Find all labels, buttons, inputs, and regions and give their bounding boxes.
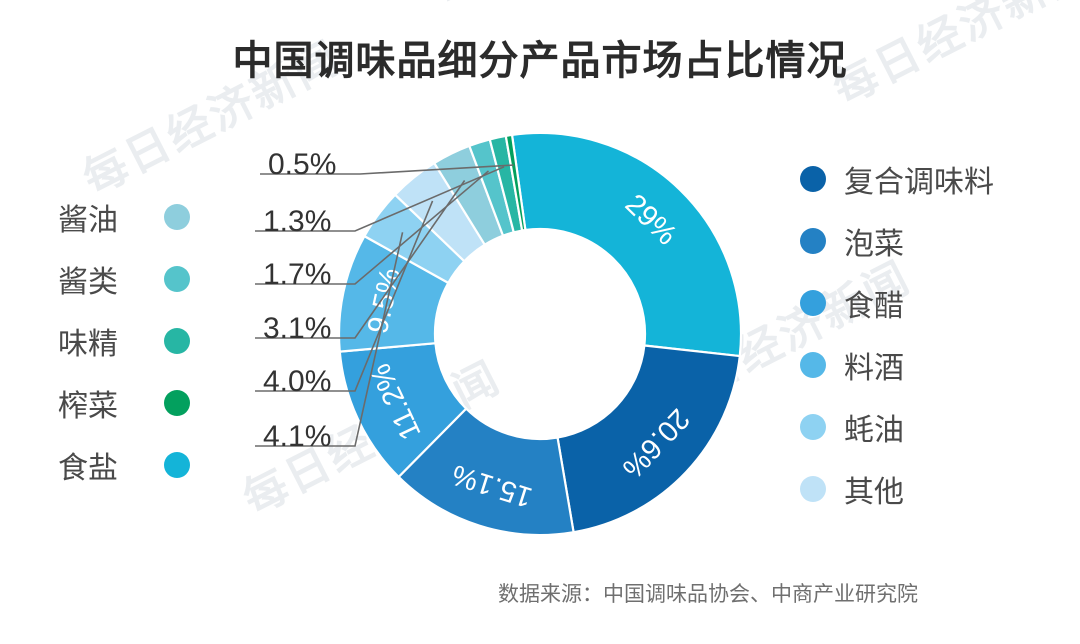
legend-right: 复合调味料 泡菜 食醋 料酒 蚝油 其他 [800, 148, 1070, 520]
donut-slice[interactable] [510, 131, 743, 358]
legend-left: 酱油 酱类 味精 榨菜 食盐 [58, 186, 228, 496]
legend-label: 酱类 [58, 266, 118, 299]
legend-label: 泡菜 [844, 228, 904, 261]
legend-label: 味精 [58, 328, 118, 361]
legend-item-right-0[interactable]: 复合调味料 [800, 148, 1070, 210]
donut-slices [337, 131, 743, 537]
legend-color-dot [800, 228, 826, 254]
callout-value-label: 0.5% [268, 148, 337, 181]
legend-label: 食醋 [844, 290, 904, 323]
legend-color-dot [800, 476, 826, 502]
legend-color-dot [164, 390, 190, 416]
callout-leader-line [255, 232, 404, 447]
legend-color-dot [164, 266, 190, 292]
donut-slice[interactable] [397, 407, 575, 537]
legend-item-left-2[interactable]: 味精 [58, 310, 228, 372]
legend-item-right-3[interactable]: 料酒 [800, 334, 1070, 396]
legend-item-left-4[interactable]: 食盐 [58, 434, 228, 496]
legend-item-left-1[interactable]: 酱类 [58, 248, 228, 310]
legend-label: 料酒 [844, 352, 904, 385]
callout-leader-line [260, 164, 514, 175]
legend-color-dot [164, 452, 190, 478]
source-attribution: 数据来源：中国调味品协会、中商产业研究院 [498, 583, 918, 606]
callout-value-label: 4.0% [263, 365, 332, 398]
legend-item-left-0[interactable]: 酱油 [58, 186, 228, 248]
legend-color-dot [800, 290, 826, 316]
legend-label: 榨菜 [58, 390, 118, 423]
legend-label: 酱油 [58, 204, 118, 237]
callout-leader-line [255, 170, 490, 285]
page-title: 中国调味品细分产品市场占比情况 [232, 39, 848, 83]
legend-color-dot [164, 328, 190, 354]
legend-item-right-1[interactable]: 泡菜 [800, 210, 1070, 272]
legend-item-right-5[interactable]: 其他 [800, 458, 1070, 520]
callout-value-label: 1.7% [263, 258, 332, 291]
legend-label: 复合调味料 [844, 166, 994, 199]
callout-leader-line [255, 166, 505, 232]
legend-color-dot [800, 166, 826, 192]
legend-label: 食盐 [58, 452, 118, 485]
legend-item-right-4[interactable]: 蚝油 [800, 396, 1070, 458]
callout-value-label: 1.3% [263, 205, 332, 238]
donut-slice[interactable] [504, 133, 527, 232]
donut-slice[interactable] [556, 344, 742, 534]
legend-item-left-3[interactable]: 榨菜 [58, 372, 228, 434]
legend-label: 其他 [844, 476, 904, 509]
legend-color-dot [800, 414, 826, 440]
callout-leader-line [255, 180, 466, 339]
callout-leader-line [255, 200, 434, 392]
legend-color-dot [164, 204, 190, 230]
legend-color-dot [800, 352, 826, 378]
callout-value-label: 3.1% [263, 312, 332, 345]
legend-label: 蚝油 [844, 414, 904, 447]
legend-item-right-2[interactable]: 食醋 [800, 272, 1070, 334]
callout-value-label: 4.1% [263, 420, 332, 453]
